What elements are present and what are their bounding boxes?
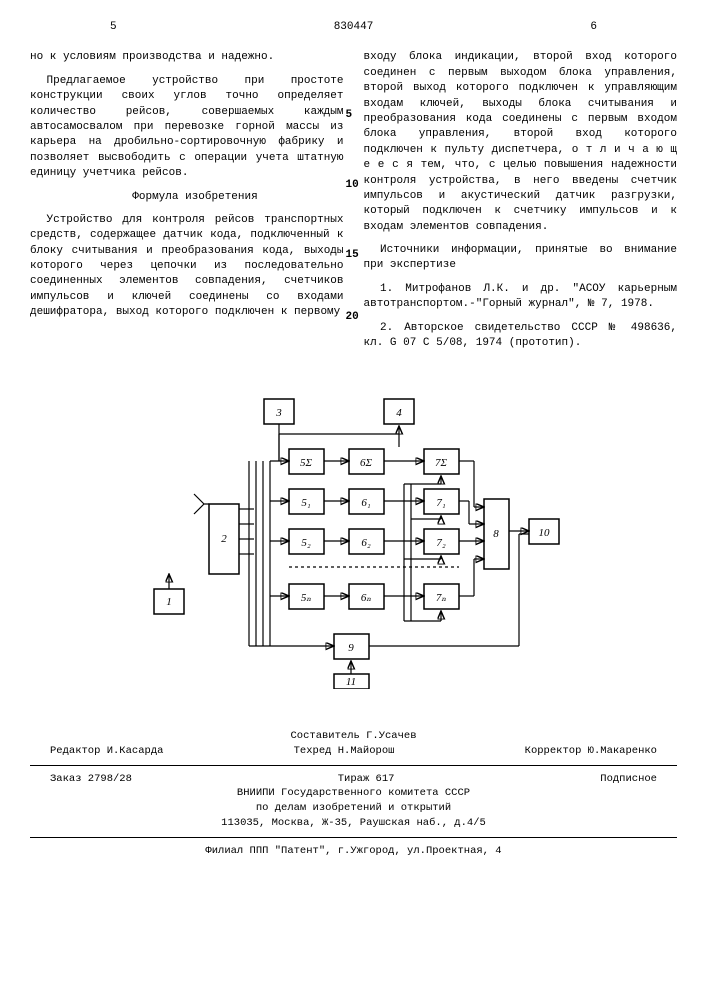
svg-text:7₁: 7₁ [436,497,446,509]
divider [30,765,677,766]
doc-number: 830447 [334,20,374,35]
address: Филиал ППП "Патент", г.Ужгород, ул.Проек… [30,844,677,859]
para: но к условиям производства и надежно. [30,50,344,65]
line-num: 10 [346,178,359,193]
source-ref: 1. Митрофанов Л.К. и др. "АСОУ карьерным… [364,282,678,313]
svg-text:5ₙ: 5ₙ [300,592,311,604]
svg-text:9: 9 [348,642,354,654]
svg-text:5₂: 5₂ [301,537,311,549]
svg-text:7Σ: 7Σ [434,457,447,469]
line-num: 15 [346,248,359,263]
page-left: 5 [110,20,117,35]
svg-text:6₂: 6₂ [361,537,371,549]
footer: Составитель Г.Усачев Редактор И.Касарда … [30,729,677,858]
svg-text:8: 8 [493,528,499,540]
svg-text:5₁: 5₁ [301,497,311,509]
svg-text:1: 1 [166,596,172,608]
address: 113035, Москва, Ж-35, Раушская наб., д.4… [30,816,677,831]
column-left: но к условиям производства и надежно. Пр… [30,50,344,359]
sources-title: Источники информации, принятые во вниман… [364,243,678,274]
divider [30,837,677,838]
order-num: Заказ 2798/28 [50,772,132,787]
svg-text:4: 4 [396,407,402,419]
para: входу блока индикации, второй вход котор… [364,50,678,235]
line-num: 5 [346,108,353,123]
column-right: входу блока индикации, второй вход котор… [364,50,678,359]
svg-text:3: 3 [275,407,282,419]
org-line: по делам изобретений и открытий [30,801,677,816]
tirazh: Тираж 617 [338,772,395,787]
formula-title: Формула изобретения [30,190,344,205]
line-num: 20 [346,310,359,325]
para: Предлагаемое устройство при простоте кон… [30,74,344,182]
svg-text:2: 2 [221,533,227,545]
svg-text:5Σ: 5Σ [299,457,312,469]
page-right: 6 [590,20,597,35]
svg-text:7ₙ: 7ₙ [435,592,446,604]
podpisnoe: Подписное [600,772,657,787]
svg-text:11: 11 [345,676,355,688]
svg-text:6Σ: 6Σ [359,457,372,469]
para: Устройство для контроля рейсов транспорт… [30,213,344,321]
compiler: Составитель Г.Усачев [30,729,677,744]
svg-text:6ₙ: 6ₙ [360,592,371,604]
corrector: Корректор Ю.Макаренко [525,744,657,759]
editor: Редактор И.Касарда [50,744,163,759]
svg-text:6₁: 6₁ [361,497,371,509]
svg-text:7₂: 7₂ [436,537,446,549]
block-diagram: 1 2 3 4 5Σ 5₁ 5₂ 5ₙ 6Σ 6₁ 6₂ 6ₙ 7Σ 7₁ 7₂… [134,389,574,689]
tech-editor: Техред Н.Майорош [294,744,395,759]
svg-text:10: 10 [538,527,550,539]
org-line: ВНИИПИ Государственного комитета СССР [30,786,677,801]
source-ref: 2. Авторское свидетельство СССР № 498636… [364,321,678,352]
